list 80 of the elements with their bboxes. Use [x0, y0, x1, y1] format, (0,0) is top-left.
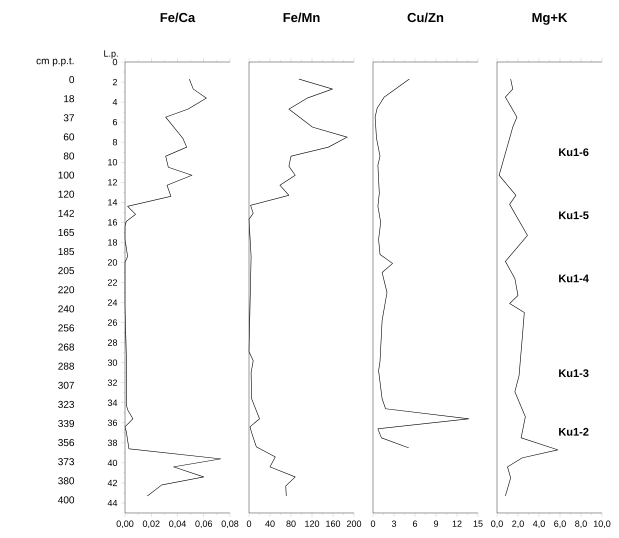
y-tick-label: 42	[108, 480, 118, 486]
chart-title: Mg+K	[532, 13, 568, 25]
x-tick-label: 6	[412, 520, 418, 527]
annotation: Ku1-4	[559, 274, 589, 282]
x-tick-label: 80	[286, 520, 296, 527]
category-label: 37	[64, 114, 74, 122]
x-tick-label: 8,0	[575, 520, 587, 528]
x-tick-label: 40	[265, 520, 275, 527]
annotation: Ku1-2	[559, 428, 588, 436]
category-label: 339	[58, 420, 74, 428]
category-label: 373	[58, 458, 74, 466]
category-label: 356	[58, 439, 74, 446]
y-tick-label: 4	[112, 98, 118, 106]
y-tick-label: 16	[108, 219, 118, 226]
x-tick-label: 4,0	[532, 520, 545, 528]
y-tick-label: 2	[112, 78, 118, 86]
y-tick-label: 24	[108, 299, 118, 306]
y-tick-label: 34	[108, 400, 118, 406]
y-tick-label: 30	[108, 359, 118, 366]
x-tick-label: 10,0	[594, 520, 610, 528]
x-tick-label: 15	[474, 520, 483, 527]
category-label: 240	[58, 305, 74, 312]
x-tick-label: 9	[434, 520, 438, 527]
y-tick-label: 44	[108, 500, 118, 506]
x-tick-label: 12	[452, 520, 462, 527]
y-tick-label: 12	[108, 179, 118, 186]
y-tick-label: 26	[108, 319, 118, 326]
category-label: 288	[58, 362, 74, 370]
x-tick-label: 0	[246, 520, 252, 527]
y-tick-label: 0	[112, 58, 118, 66]
chart-title: Fe/Mn	[284, 12, 320, 22]
annotation: Ku1-5	[559, 212, 589, 220]
category-label: 0	[69, 76, 74, 84]
category-label: 256	[58, 324, 74, 332]
y-tick-label: 10	[108, 159, 118, 166]
y-tick-label: 38	[108, 440, 118, 446]
category-label: 205	[58, 267, 74, 274]
y-tick-label: 20	[108, 259, 118, 266]
y-tick-label: 6	[112, 118, 118, 126]
category-label: 400	[58, 496, 74, 504]
x-tick-label: 3	[392, 520, 396, 527]
y-tick-label: 14	[108, 199, 118, 206]
x-tick-label: 200	[346, 520, 362, 527]
category-label: 185	[58, 248, 74, 256]
chart-title: Fe/Ca	[160, 12, 196, 22]
x-tick-label: 160	[326, 520, 340, 527]
x-tick-label: 0,00	[116, 520, 134, 528]
y-tick-label: 28	[108, 339, 118, 346]
x-tick-label: 0,08	[222, 520, 238, 528]
annotation: Ku1-6	[559, 148, 589, 156]
category-label: 165	[58, 228, 74, 236]
x-tick-label: 2,0	[512, 520, 524, 528]
x-tick-label: 120	[305, 520, 320, 527]
x-tick-label: 0	[370, 520, 376, 527]
x-tick-label: 0,04	[169, 520, 186, 528]
annotation: Ku1-3	[559, 369, 589, 378]
category-label: 220	[58, 286, 74, 294]
y-tick-label: 18	[108, 239, 118, 246]
category-label: 307	[58, 382, 74, 389]
category-label: 80	[64, 152, 74, 160]
category-label: 268	[58, 344, 74, 351]
category-label: 100	[58, 172, 74, 179]
x-tick-label: 0,02	[142, 520, 160, 528]
y-tick-label: 32	[108, 380, 118, 386]
x-tick-label: 6,0	[554, 520, 566, 528]
y2-axis-title: cm p.p.t.	[36, 58, 74, 66]
category-label: 18	[64, 95, 74, 102]
chart-title: Cu/Zn	[408, 12, 444, 22]
category-label: 60	[64, 133, 74, 140]
y-tick-label: 40	[108, 460, 118, 466]
y-tick-label: 36	[108, 420, 118, 426]
x-tick-label: 0,06	[195, 520, 212, 528]
category-label: 323	[58, 400, 74, 408]
category-label: 142	[58, 210, 74, 217]
y-tick-label: 22	[108, 279, 118, 286]
x-tick-label: 0,0	[491, 520, 503, 528]
y-tick-label: 8	[112, 138, 118, 146]
y-axis-title: L.p.	[104, 50, 118, 58]
category-label: 380	[58, 477, 74, 484]
category-label: 120	[58, 190, 74, 198]
